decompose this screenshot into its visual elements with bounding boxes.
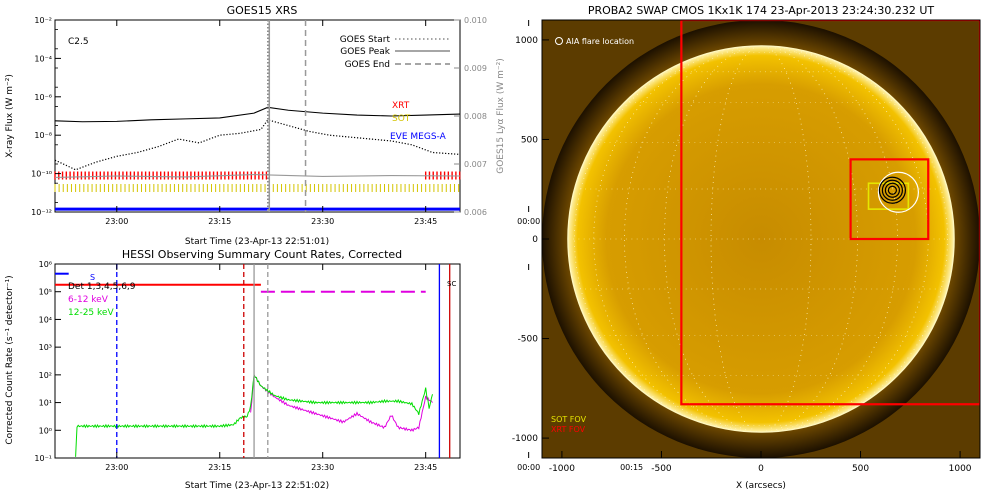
goes-y2-ticks: 0.006 0.007 0.008 0.009 0.010	[454, 16, 487, 217]
goes-xtick-label: 00:00	[517, 217, 540, 226]
aia-marker-icon	[555, 37, 563, 45]
goes-y2tick-label: 0.009	[464, 64, 487, 73]
hessi-detectors: Det 1,3,4,5,6,9	[68, 282, 136, 292]
hessi-xtick-label: 00:00	[517, 463, 540, 472]
goes-ytick-label: 10⁻¹⁰	[31, 170, 52, 179]
aia-flare-circle	[877, 171, 920, 213]
goes-y2label: GOES15 Lyα Flux (W m⁻²)	[496, 58, 506, 174]
hessi-xtick-label: 23:30	[311, 463, 334, 472]
goes-y-ticks: 10⁻² 10⁻⁴ 10⁻⁶ 10⁻⁸ 10⁻¹⁰ 10⁻¹²	[31, 16, 61, 217]
hessi-ylabel: Corrected Count Rate (s⁻¹ detector⁻¹)	[5, 275, 15, 444]
hessi-flag-s: S	[90, 273, 95, 282]
goes-legend: GOES Start GOES Peak GOES End	[340, 35, 450, 70]
goes-series-lyman	[54, 174, 461, 178]
hessi-ytick-label: 10⁵	[39, 288, 52, 297]
flare-contour	[878, 176, 907, 204]
swap-xtick-label: 500	[852, 464, 869, 474]
goes-label-eve: EVE MEGS-A	[390, 132, 447, 142]
hessi-ytick-label: 10⁶	[39, 260, 52, 269]
goes-flare-class: C2.5	[68, 37, 89, 47]
goes-ytick-label: 10⁻⁶	[34, 93, 52, 102]
hessi-legend-12-25: 12-25 keV	[68, 308, 114, 318]
hessi-y-ticks: 10⁶ 10⁵ 10⁴ 10³ 10² 10¹ 10⁰ 10⁻¹	[34, 260, 61, 463]
hessi-ytick-label: 10¹	[39, 399, 52, 408]
swap-overlays	[680, 20, 980, 406]
hessi-vlines	[116, 264, 451, 458]
goes-ytick-label: 10⁻²	[34, 16, 52, 25]
flare-contour	[884, 182, 901, 198]
swap-xtick-label: -1000	[549, 464, 575, 474]
goes-coverage-bars	[54, 171, 461, 211]
longitude-line	[574, 45, 948, 433]
goes-y2tick-label: 0.010	[464, 16, 487, 25]
hessi-xtick-label: 23:00	[105, 463, 128, 472]
goes-series-short	[54, 119, 461, 171]
goes-xlabel: Start Time (23-Apr-13 22:51:01)	[185, 237, 329, 247]
hessi-flag-sc: SC	[447, 280, 456, 288]
goes-series	[54, 106, 461, 178]
xrt-fov-small-box	[849, 158, 930, 241]
goes-xtick-label: 23:45	[414, 217, 437, 226]
swap-ytick-label: -500	[518, 335, 539, 345]
swap-ytick-label: 1000	[515, 36, 538, 46]
hessi-title: HESSI Observing Summary Count Rates, Cor…	[122, 248, 402, 261]
hessi-xlabel: Start Time (23-Apr-13 22:51:02)	[185, 481, 329, 491]
goes-title: GOES15 XRS	[227, 4, 298, 17]
hessi-panel: HESSI Observing Summary Count Rates, Cor…	[5, 248, 643, 491]
xrt-fov-label: XRT FOV	[551, 425, 586, 434]
hessi-series-6-12-keV	[250, 373, 433, 433]
goes-ylabel: X-ray Flux (W m⁻²)	[5, 74, 15, 158]
aia-flare-label: AIA flare location	[566, 37, 634, 46]
goes-label-xrt: XRT	[392, 101, 410, 111]
hessi-series	[55, 272, 433, 457]
swap-ticks: -1000 -1000 -500 -500 0 0 500 500 1000 1000	[512, 36, 972, 474]
goes-ytick-label: 10⁻⁸	[34, 131, 52, 140]
swap-ytick-label: -1000	[512, 434, 538, 444]
goes-xrs-panel: GOES15 XRS 10⁻² 10⁻⁴ 10⁻⁶ 10⁻⁸ 10⁻¹⁰ 10⁻¹² 0.…	[5, 4, 643, 247]
goes-y2tick-label: 0.006	[464, 208, 487, 217]
swap-ytick-label: 0	[532, 235, 538, 245]
goes-xtick-label: 23:30	[311, 217, 334, 226]
goes-legend-start: GOES Start	[340, 35, 391, 45]
hessi-xtick-label: 00:15	[620, 463, 643, 472]
hessi-xtick-label: 23:45	[414, 463, 437, 472]
hessi-ytick-label: 10²	[39, 371, 52, 380]
goes-xtick-label: 23:00	[105, 217, 128, 226]
hessi-xtick-label: 23:15	[208, 463, 231, 472]
goes-ytick-label: 10⁻⁴	[34, 54, 52, 63]
hessi-plot-frame	[54, 263, 461, 459]
hessi-series-12-25-keV	[75, 373, 433, 457]
xrt-fov-box	[680, 20, 980, 406]
goes-legend-end: GOES End	[345, 60, 390, 70]
hessi-ytick-label: 10⁻¹	[34, 454, 52, 463]
goes-series-long	[54, 106, 461, 123]
swap-title: PROBA2 SWAP CMOS 1Kx1K 174 23-Apr-2013 2…	[588, 4, 935, 17]
hessi-legend-6-12: 6-12 keV	[68, 295, 109, 305]
goes-legend-peak: GOES Peak	[340, 47, 390, 57]
hessi-ytick-label: 10³	[39, 343, 52, 352]
swap-xtick-label: -500	[651, 464, 672, 474]
swap-image-panel: PROBA2 SWAP CMOS 1Kx1K 174 23-Apr-2013 2…	[512, 4, 981, 491]
swap-ytick-label: 500	[521, 135, 538, 145]
goes-y2tick-label: 0.007	[464, 160, 487, 169]
goes-label-sot: SOT	[392, 114, 411, 124]
hessi-x-ticks: 23:00 23:15 23:30 23:45 00:00 00:15	[105, 264, 643, 472]
sot-fov-label: SOT FOV	[551, 415, 587, 424]
flare-contour	[887, 185, 898, 195]
goes-ytick-label: 10⁻¹²	[31, 208, 52, 217]
flare-contour	[881, 179, 904, 201]
hessi-ytick-label: 10⁰	[39, 426, 52, 435]
swap-xtick-label: 1000	[949, 464, 972, 474]
hessi-ytick-label: 10⁴	[39, 315, 52, 324]
swap-xtick-label: 0	[758, 464, 764, 474]
goes-xtick-label: 23:15	[208, 217, 231, 226]
swap-xlabel: X (arcsecs)	[736, 481, 786, 491]
goes-event-lines	[267, 20, 307, 212]
goes-y2tick-label: 0.008	[464, 112, 487, 121]
longitude-line	[710, 45, 812, 433]
